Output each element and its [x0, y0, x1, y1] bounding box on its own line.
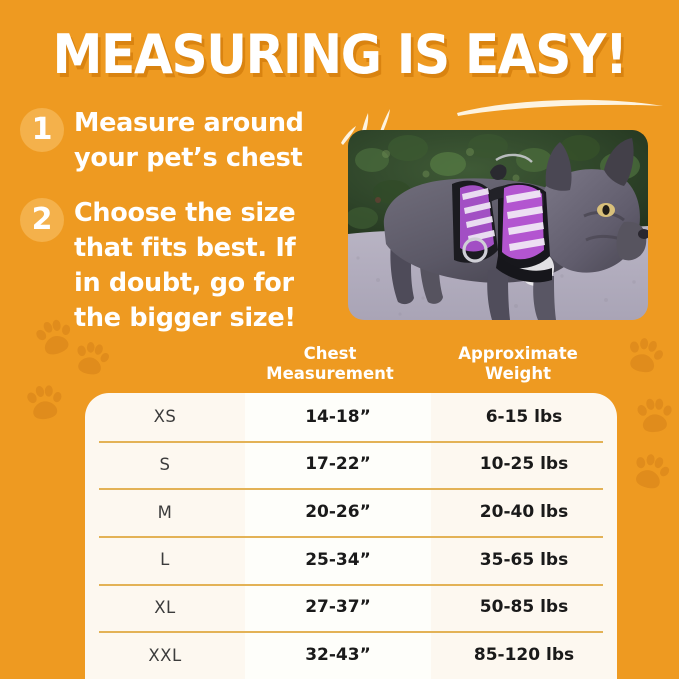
page-title: MEASURING IS EASY!: [52, 23, 627, 86]
step-text-1: Measure around your pet’s chest: [74, 108, 304, 173]
cell-chest-measurement: 20-26”: [305, 502, 371, 523]
cell-size-label: M: [157, 502, 173, 522]
swoosh-accent-icon: [457, 99, 663, 116]
cell-chest-measurement: 17-22”: [305, 454, 371, 475]
table-row: XL 27-37” 50-85 lbs: [85, 583, 617, 632]
step-item-1: 1 Measure around your pet’s chest: [20, 106, 304, 176]
dog-harness-photo: [348, 130, 648, 320]
table-row: L 25-34” 35-65 lbs: [85, 536, 617, 584]
row-divider: [99, 440, 603, 443]
row-divider: [99, 583, 603, 586]
cell-chest-measurement: 25-34”: [305, 549, 371, 570]
step-number-badge-1: 1: [20, 108, 64, 152]
table-row: S 17-22” 10-25 lbs: [85, 440, 617, 489]
cell-size-label: L: [160, 550, 170, 570]
cell-size-label: XS: [153, 407, 177, 427]
cell-chest-measurement: 27-37”: [305, 597, 371, 618]
cell-size-label: XXL: [148, 645, 182, 665]
row-divider: [99, 631, 603, 634]
cell-approximate-weight: 85-120 lbs: [473, 645, 575, 666]
cell-size-label: S: [159, 454, 171, 474]
column-header-weight: Approximate Weight: [458, 344, 578, 383]
paw-print-icon: [69, 337, 113, 381]
row-divider: [99, 488, 603, 491]
cell-chest-measurement: 14-18”: [305, 406, 371, 427]
step-text-2: Choose the size that fits best. If in do…: [74, 198, 296, 333]
cell-chest-measurement: 32-43”: [305, 645, 371, 666]
step-item-2: 2 Choose the size that fits best. If in …: [20, 196, 296, 336]
cell-approximate-weight: 50-85 lbs: [479, 597, 569, 618]
cell-approximate-weight: 10-25 lbs: [479, 454, 569, 475]
size-chart-table: XS 14-18” 6-15 lbs S 17-22” 10-25 lbs M 20-26” 2…: [85, 393, 617, 679]
cell-approximate-weight: 35-65 lbs: [479, 549, 569, 570]
paw-print-icon: [626, 448, 674, 496]
cell-approximate-weight: 6-15 lbs: [485, 406, 563, 427]
cell-approximate-weight: 20-40 lbs: [479, 502, 569, 523]
row-divider: [99, 536, 603, 538]
paw-print-icon: [632, 394, 676, 438]
cell-size-label: XL: [154, 597, 176, 617]
step-number-badge-2: 2: [20, 198, 64, 242]
paw-print-icon: [21, 380, 66, 425]
table-row: XXL 32-43” 85-120 lbs: [85, 631, 617, 679]
table-row: XS 14-18” 6-15 lbs: [85, 393, 617, 441]
paw-print-icon: [620, 332, 667, 379]
table-row: M 20-26” 20-40 lbs: [85, 488, 617, 536]
column-header-chest: Chest Measurement: [266, 344, 394, 383]
